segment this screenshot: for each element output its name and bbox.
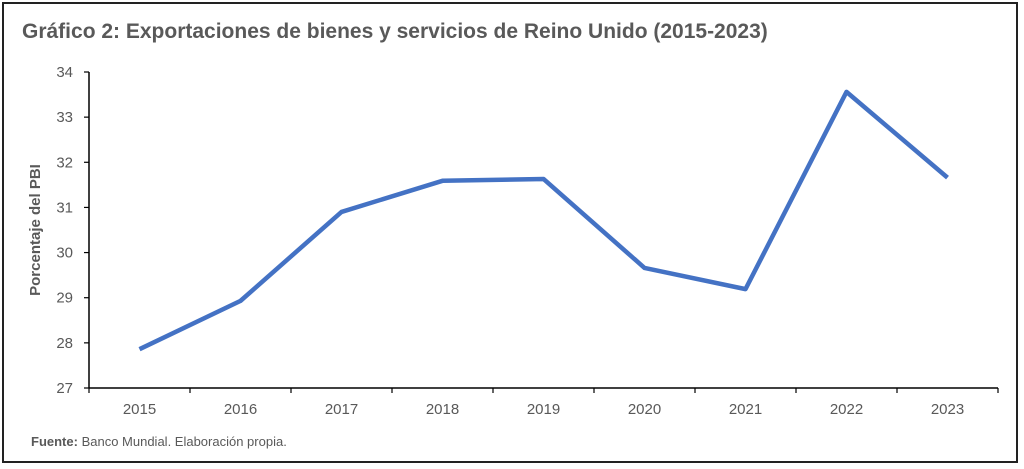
- x-tick-label: 2022: [830, 401, 863, 418]
- y-tick-label: 34: [56, 64, 73, 81]
- source-text: Banco Mundial. Elaboración propia.: [77, 434, 287, 449]
- y-tick-label: 29: [56, 290, 73, 307]
- chart-source: Fuente: Banco Mundial. Elaboración propi…: [31, 434, 287, 449]
- x-tick-label: 2016: [224, 401, 257, 418]
- y-tick-label: 31: [56, 199, 73, 216]
- x-tick-label: 2021: [729, 401, 762, 418]
- y-tick-label: 33: [56, 109, 73, 126]
- y-tick-label: 30: [56, 245, 73, 262]
- x-tick-label: 2017: [325, 401, 358, 418]
- x-tick-label: 2015: [123, 401, 156, 418]
- chart-title: Gráfico 2: Exportaciones de bienes y ser…: [22, 20, 768, 43]
- series-line: [138, 89, 949, 352]
- y-tick-label: 32: [56, 154, 73, 171]
- y-tick-label: 27: [56, 380, 73, 397]
- y-tick-label: 28: [56, 335, 73, 352]
- chart-frame: [2, 2, 1018, 463]
- x-tick-label: 2023: [931, 401, 964, 418]
- x-tick-label: 2020: [628, 401, 661, 418]
- source-label: Fuente:: [31, 434, 78, 449]
- x-tick-label: 2019: [527, 401, 560, 418]
- y-axis-label: Porcentaje del PBI: [27, 164, 44, 296]
- x-tick-label: 2018: [426, 401, 459, 418]
